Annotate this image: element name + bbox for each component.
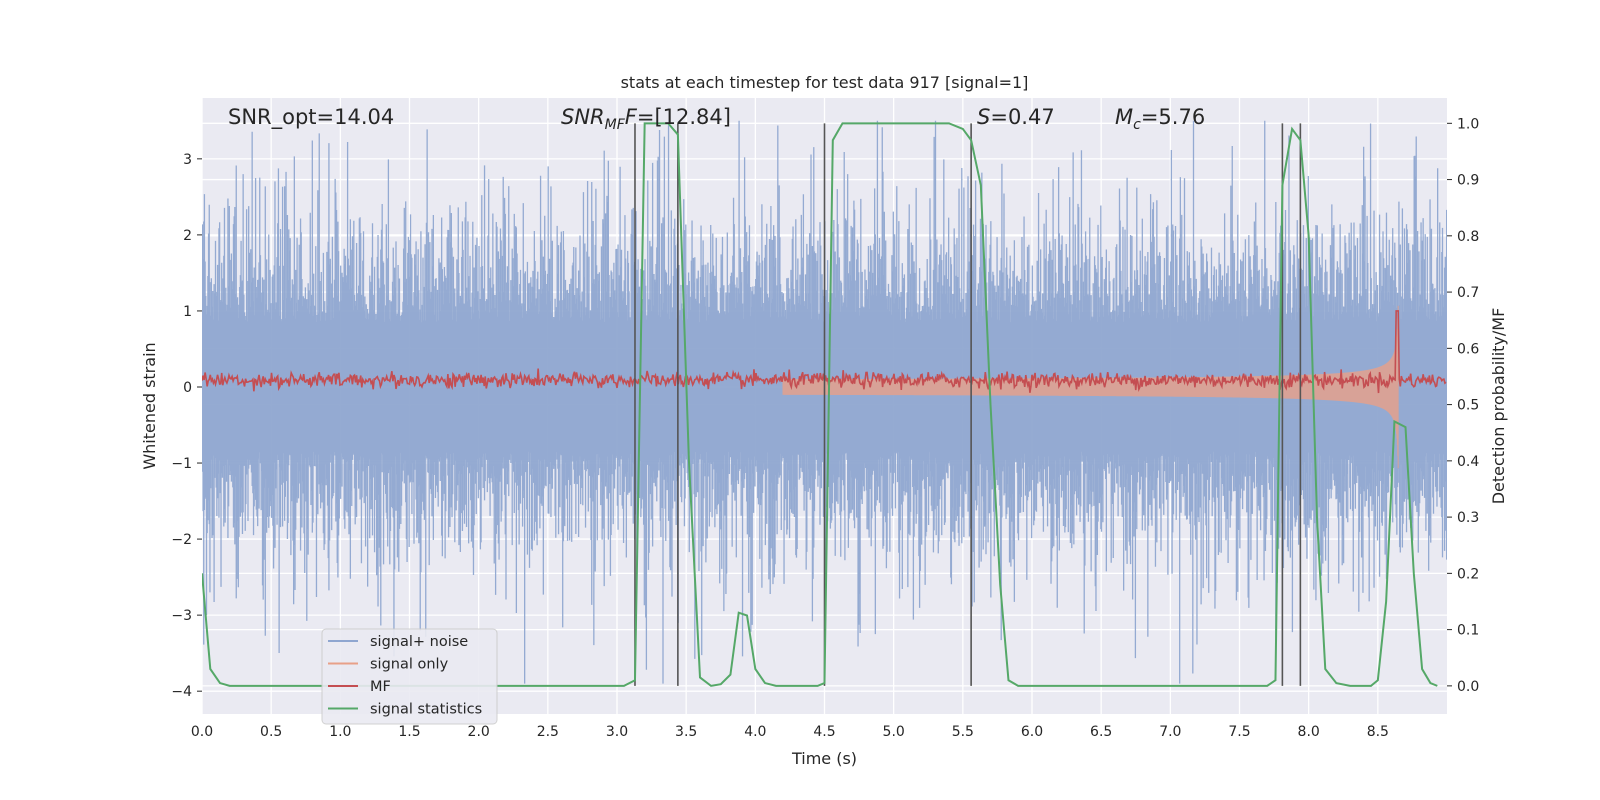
- x-tick-label: 6.0: [1021, 724, 1043, 740]
- annotation-mc-sub: c: [1133, 117, 1141, 133]
- y-tick-label-left: −3: [171, 608, 192, 624]
- annotation-snr-mf-sub: MF: [605, 117, 626, 133]
- annotation-s-value: =0.47: [990, 105, 1054, 129]
- y-tick-label-right: 0.8: [1457, 229, 1479, 245]
- y-tick-label-right: 0.7: [1457, 285, 1479, 301]
- x-tick-label: 0.0: [191, 724, 213, 740]
- x-tick-label: 4.0: [744, 724, 766, 740]
- annotation-snr-mf-value: =[12.84]: [637, 105, 731, 129]
- y-tick-label-right: 0.9: [1457, 173, 1479, 189]
- chart-title: stats at each timestep for test data 917…: [621, 73, 1029, 92]
- x-tick-label: 4.5: [813, 724, 835, 740]
- legend-entry-label: signal only: [370, 657, 449, 673]
- x-tick-label: 0.5: [260, 724, 282, 740]
- y-tick-label-left: −4: [171, 684, 192, 700]
- legend-entry-label: signal+ noise: [370, 634, 468, 650]
- x-tick-label: 1.5: [398, 724, 420, 740]
- plot-area: [202, 120, 1447, 687]
- y-tick-label-right: 0.6: [1457, 341, 1479, 357]
- x-tick-label: 3.0: [606, 724, 628, 740]
- x-tick-label: 7.0: [1159, 724, 1181, 740]
- y-axis-label-left: Whitened strain: [140, 342, 159, 469]
- x-tick-label: 2.5: [537, 724, 559, 740]
- annotation-mc-value: =5.76: [1141, 105, 1205, 129]
- x-tick-label: 2.0: [468, 724, 490, 740]
- y-tick-label-left: 1: [183, 304, 192, 320]
- annotation-s: S=0.47: [977, 105, 1055, 129]
- y-tick-label-right: 0.5: [1457, 398, 1479, 414]
- annotation-mc: Mc=5.76: [1115, 105, 1205, 133]
- x-tick-label: 5.0: [883, 724, 905, 740]
- x-tick-label: 7.5: [1228, 724, 1250, 740]
- legend-entry-label: MF: [370, 679, 391, 695]
- y-tick-label-right: 1.0: [1457, 116, 1479, 132]
- annotation-snr-mf-f: F: [625, 105, 638, 129]
- x-axis-label: Time (s): [791, 749, 857, 768]
- x-tick-label: 1.0: [329, 724, 351, 740]
- y-tick-label-left: 3: [183, 152, 192, 168]
- annotation-s-base: S: [977, 105, 990, 129]
- y-tick-label-left: 2: [183, 228, 192, 244]
- annotation-mc-base: M: [1115, 105, 1133, 129]
- y-tick-label-right: 0.3: [1457, 510, 1479, 526]
- y-axis-label-right: Detection probability/MF: [1489, 308, 1508, 505]
- x-tick-label: 6.5: [1090, 724, 1112, 740]
- y-tick-label-left: −2: [171, 532, 192, 548]
- annotation-snr-opt: SNR_opt=14.04: [228, 105, 394, 130]
- legend-frame: [321, 628, 498, 725]
- y-tick-label-right: 0.2: [1457, 566, 1479, 582]
- x-tick-label: 3.5: [675, 724, 697, 740]
- x-tick-label: 8.0: [1298, 724, 1320, 740]
- x-tick-label: 8.5: [1367, 724, 1389, 740]
- y-tick-label-right: 0.0: [1457, 679, 1479, 695]
- series-signal-statistics: [202, 122, 1438, 687]
- x-tick-label: 5.5: [952, 724, 974, 740]
- annotation-snr-mf: SNRMFF=[12.84]: [561, 105, 731, 133]
- y-tick-label-right: 0.1: [1457, 623, 1479, 639]
- y-tick-label-right: 0.4: [1457, 454, 1479, 470]
- y-tick-label-left: 0: [183, 380, 192, 396]
- annotation-snr-mf-base: SNR: [561, 105, 605, 129]
- y-tick-label-left: −1: [171, 456, 192, 472]
- legend: signal+ noise signal only MF signal statist…: [321, 628, 498, 725]
- legend-entry-label: signal statistics: [370, 702, 482, 718]
